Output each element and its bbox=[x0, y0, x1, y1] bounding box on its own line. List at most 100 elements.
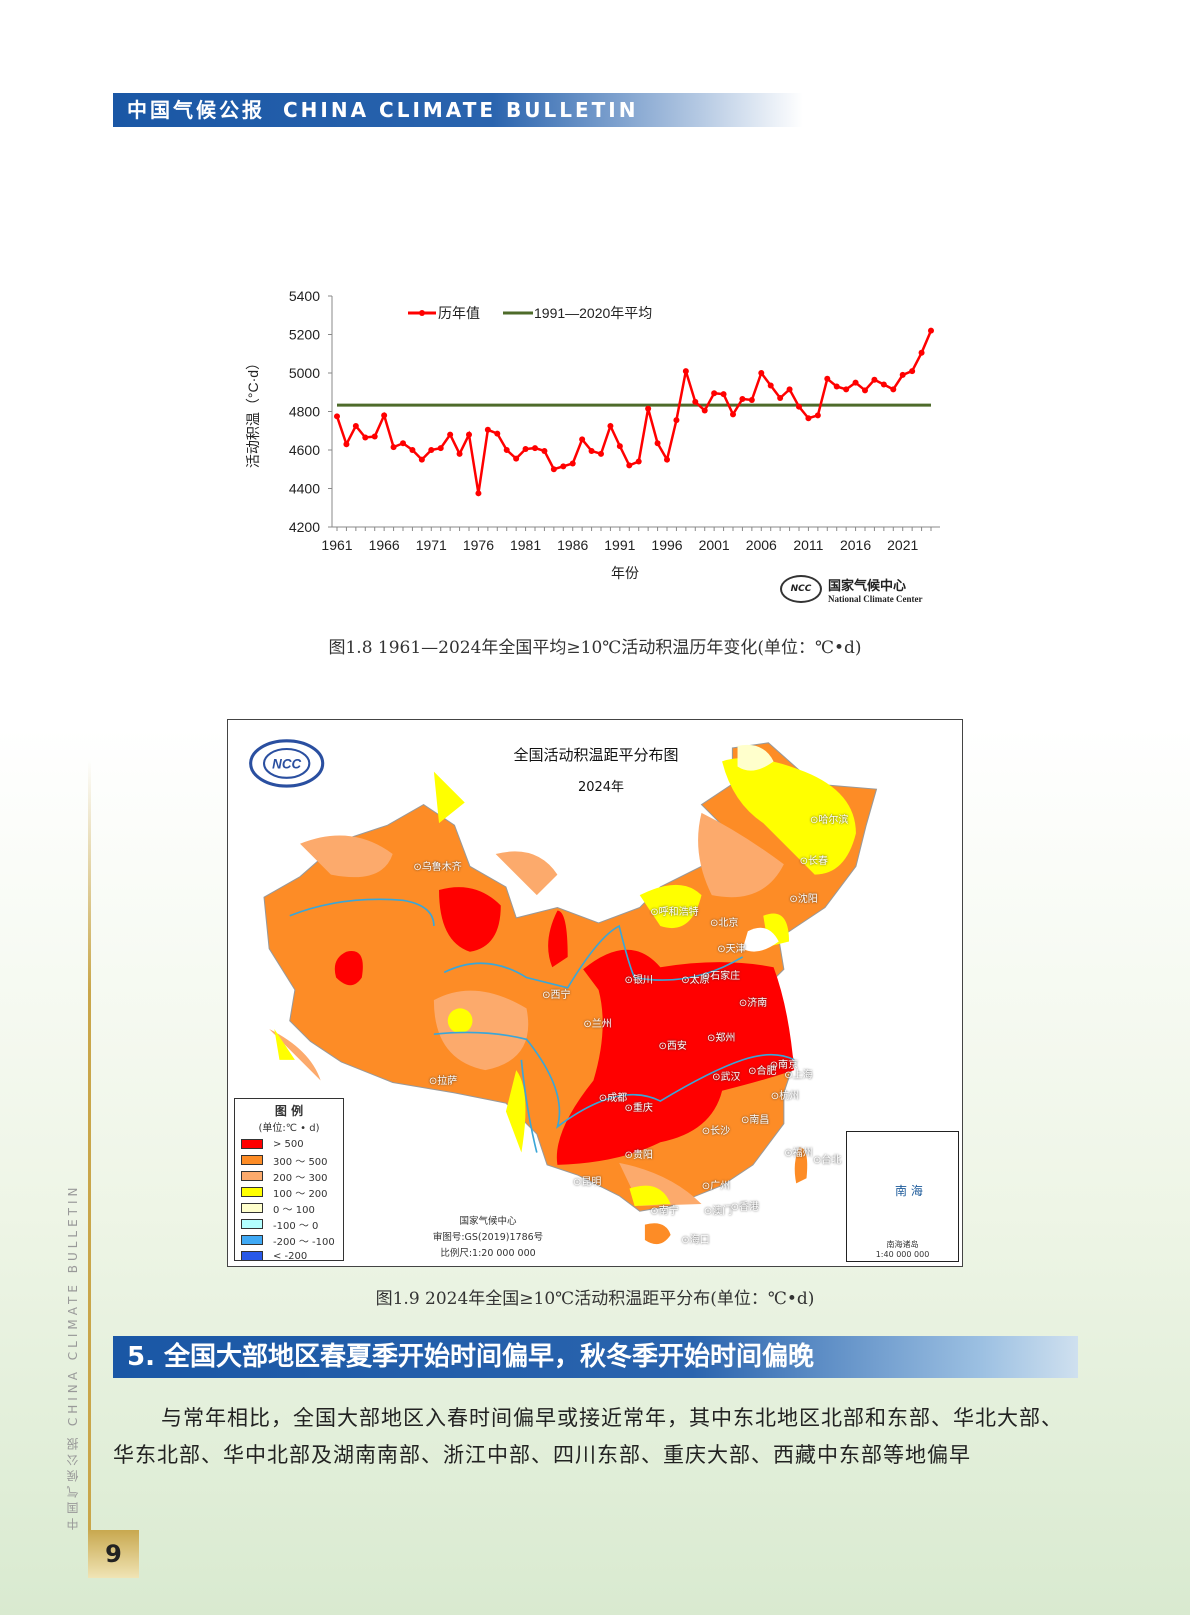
data-point-2014 bbox=[833, 383, 840, 390]
city-label: ⊙哈尔滨 bbox=[809, 814, 849, 826]
legend-label: < -200 bbox=[273, 1250, 308, 1262]
legend-swatch bbox=[241, 1155, 263, 1165]
legend-label: 0 ～ 100 bbox=[273, 1204, 315, 1216]
data-point-1977 bbox=[484, 426, 491, 433]
anomaly-100-200 bbox=[274, 757, 856, 1207]
y-tick-label: 5000 bbox=[289, 365, 320, 381]
data-point-1987 bbox=[579, 436, 586, 443]
data-point-1998 bbox=[682, 368, 689, 375]
x-axis-label: 年份 bbox=[611, 565, 639, 580]
data-point-1972 bbox=[437, 445, 444, 452]
header-en: CHINA CLIMATE BULLETIN bbox=[283, 98, 639, 122]
data-point-1961 bbox=[334, 413, 340, 420]
y-tick-label: 4200 bbox=[289, 519, 320, 535]
margin-rule bbox=[88, 760, 91, 1530]
legend-label: > 500 bbox=[273, 1138, 304, 1150]
city-label: ⊙广州 bbox=[701, 1181, 731, 1193]
svg-text:NCC: NCC bbox=[272, 757, 301, 772]
data-point-1989 bbox=[598, 450, 604, 457]
data-point-1990 bbox=[607, 422, 614, 429]
data-point-2000 bbox=[701, 407, 708, 414]
anomaly-over-500 bbox=[334, 887, 795, 1165]
rivers bbox=[289, 898, 795, 1153]
data-point-2010 bbox=[796, 403, 802, 410]
legend-row: 200 ～ 300 bbox=[241, 1168, 337, 1184]
city-label: ⊙福州 bbox=[784, 1148, 813, 1160]
data-point-2017 bbox=[862, 387, 868, 394]
data-point-1997 bbox=[673, 417, 680, 424]
city-label: ⊙长春 bbox=[799, 855, 829, 867]
data-point-1984 bbox=[550, 466, 557, 473]
data-point-1981 bbox=[522, 446, 529, 453]
city-label: ⊙台北 bbox=[813, 1154, 842, 1166]
map-source: 国家气候中心 bbox=[459, 1216, 517, 1227]
data-point-1971 bbox=[428, 447, 435, 453]
city-label: ⊙西宁 bbox=[542, 989, 571, 1001]
data-point-1966 bbox=[381, 412, 388, 419]
data-point-1980 bbox=[513, 455, 520, 462]
x-tick-label: 1991 bbox=[604, 537, 635, 553]
city-label: ⊙石家庄 bbox=[701, 971, 741, 983]
legend-title: 图 例 bbox=[274, 1104, 304, 1118]
figure-caption-1-8: 图1.8 1961—2024年全国平均≥10℃活动积温历年变化(单位：℃•d) bbox=[328, 638, 862, 658]
city-label: ⊙拉萨 bbox=[428, 1076, 458, 1088]
data-point-1965 bbox=[371, 433, 378, 440]
data-point-2019 bbox=[880, 381, 887, 388]
chart-marks bbox=[334, 327, 934, 497]
legend-swatch bbox=[241, 1139, 263, 1149]
data-point-2004 bbox=[739, 395, 746, 402]
city-label: ⊙沈阳 bbox=[789, 893, 818, 905]
city-label: ⊙南宁 bbox=[650, 1206, 679, 1218]
city-label: ⊙南京 bbox=[769, 1059, 799, 1071]
legend-unit: (单位:℃ • d) bbox=[258, 1123, 320, 1134]
china-map-graphic: NCC bbox=[249, 739, 878, 1245]
x-tick-label: 2011 bbox=[793, 537, 823, 553]
data-point-1999 bbox=[692, 398, 699, 405]
x-tick-label: 1996 bbox=[651, 537, 682, 553]
x-tick-label: 1966 bbox=[369, 537, 400, 553]
legend-label: 200 ～ 300 bbox=[273, 1172, 328, 1184]
legend-label: -200 ～ -100 bbox=[273, 1236, 335, 1248]
x-tick-label: 1976 bbox=[463, 537, 494, 553]
city-label: ⊙郑州 bbox=[706, 1033, 736, 1044]
city-label: ⊙杭州 bbox=[770, 1090, 800, 1102]
legend-label: 100 ～ 200 bbox=[273, 1188, 328, 1200]
legend-baseline-label: 1991—2020年平均 bbox=[534, 305, 652, 321]
map-year: 2024年 bbox=[577, 780, 625, 795]
data-point-1982 bbox=[532, 445, 538, 452]
y-tick-label: 4600 bbox=[289, 442, 320, 458]
data-point-1993 bbox=[635, 458, 642, 465]
accumulated-temperature-anomaly-map: NCC 全国活动积温距平分布图 2024年 图 例 (单位:℃ • d) > 5… bbox=[227, 719, 963, 1267]
taiwan-island bbox=[794, 1147, 808, 1184]
data-point-1968 bbox=[400, 440, 406, 447]
accumulated-temperature-line-chart: 4200 4400 4600 4800 5000 5200 5400 1961 1966 1971… bbox=[245, 288, 940, 580]
data-point-2005 bbox=[748, 396, 755, 403]
page-number: 9 bbox=[88, 1530, 139, 1578]
data-point-2024 bbox=[928, 327, 934, 334]
anomaly-200-300 bbox=[269, 812, 784, 1207]
legend-swatch bbox=[241, 1171, 263, 1181]
legend-swatch bbox=[241, 1219, 263, 1229]
data-point-2007 bbox=[767, 382, 774, 389]
city-label: ⊙呼和浩特 bbox=[650, 907, 699, 919]
city-label: ⊙澳门 bbox=[703, 1206, 733, 1218]
data-point-2015 bbox=[843, 386, 850, 393]
data-point-2011 bbox=[805, 415, 812, 422]
x-tick-label: 1981 bbox=[510, 537, 541, 553]
data-point-2022 bbox=[909, 368, 916, 375]
legend-row: < -200 bbox=[241, 1248, 337, 1264]
data-point-2012 bbox=[814, 412, 821, 419]
city-label: ⊙西安 bbox=[658, 1041, 687, 1053]
inset-scale-label: 南海诸岛 1:40 000 000 bbox=[875, 1240, 930, 1259]
y-tick-label: 5200 bbox=[289, 327, 320, 343]
data-point-2021 bbox=[899, 371, 906, 378]
data-point-2008 bbox=[777, 395, 784, 402]
x-tick-label: 1986 bbox=[557, 537, 588, 553]
legend-swatch bbox=[241, 1187, 263, 1197]
city-label: ⊙海口 bbox=[681, 1234, 710, 1246]
city-label: ⊙昆明 bbox=[573, 1177, 602, 1189]
data-point-2002 bbox=[720, 391, 727, 398]
ncc-globe-icon: NCC bbox=[780, 575, 822, 603]
x-tick-label: 1971 bbox=[416, 537, 447, 553]
data-point-2023 bbox=[918, 349, 925, 356]
